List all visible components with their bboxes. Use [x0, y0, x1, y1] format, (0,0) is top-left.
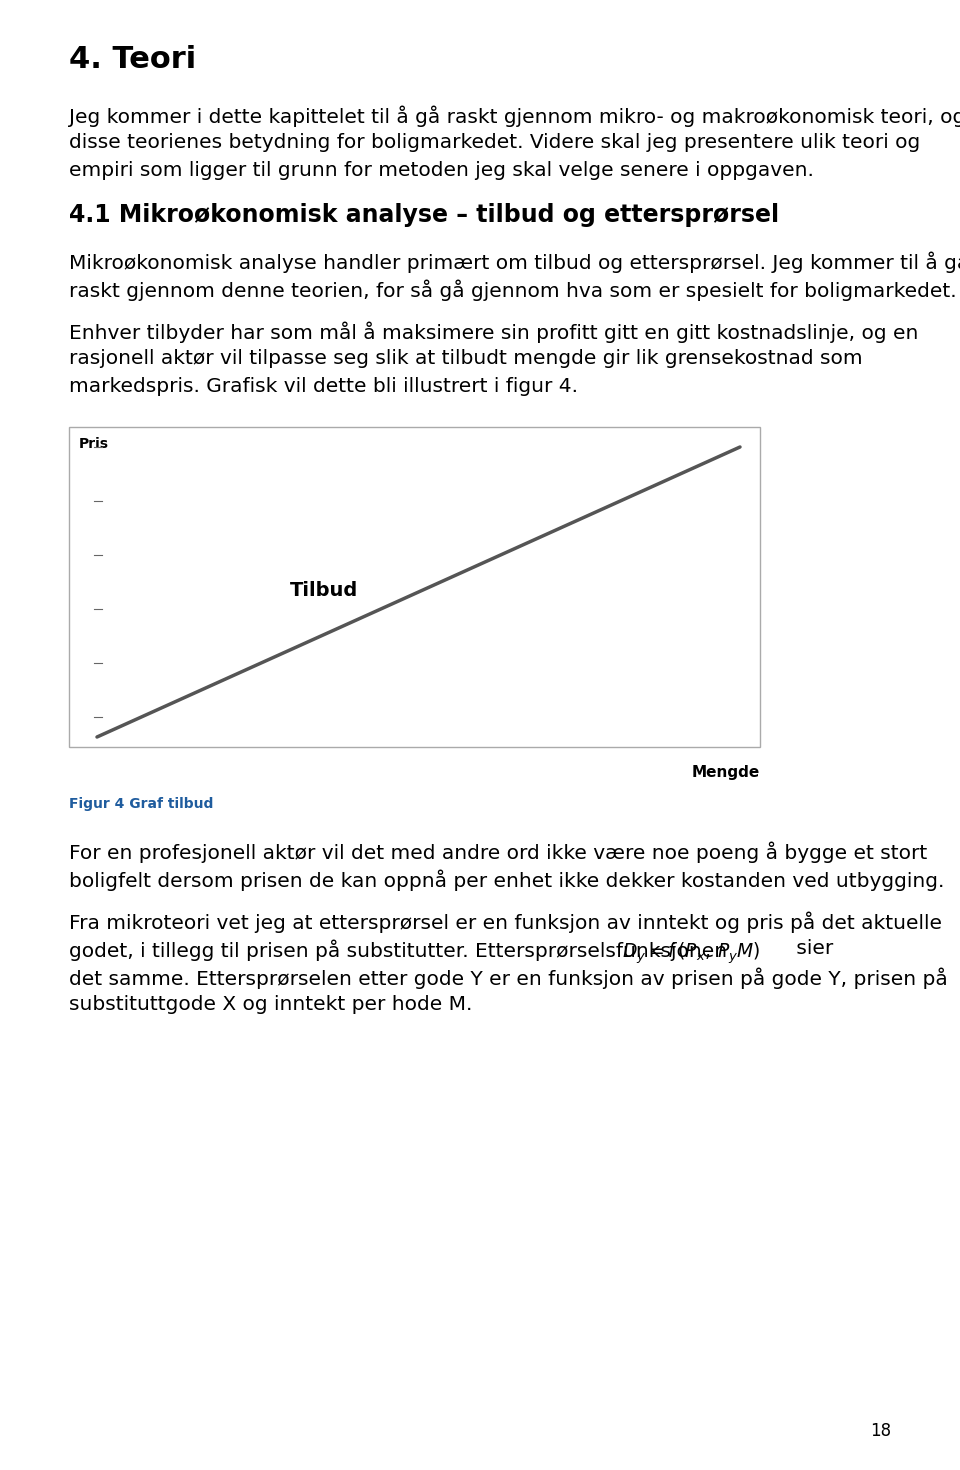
- Text: Pris: Pris: [79, 437, 109, 451]
- Text: Enhver tilbyder har som mål å maksimere sin profitt gitt en gitt kostnadslinje, : Enhver tilbyder har som mål å maksimere …: [69, 320, 919, 343]
- Text: 4. Teori: 4. Teori: [69, 46, 196, 74]
- Text: 4.1 Mikroøkonomisk analyse – tilbud og ettersprørsel: 4.1 Mikroøkonomisk analyse – tilbud og e…: [69, 203, 780, 226]
- Text: substituttgode X og inntekt per hode M.: substituttgode X og inntekt per hode M.: [69, 995, 472, 1014]
- Text: 18: 18: [870, 1421, 891, 1441]
- Text: godet, i tillegg til prisen på substitutter. Ettersprørselsfunksjonen: godet, i tillegg til prisen på substitut…: [69, 939, 733, 960]
- Text: Mengde: Mengde: [692, 764, 760, 781]
- Text: det samme. Ettersprørselen etter gode Y er en funksjon av prisen på gode Y, pris: det samme. Ettersprørselen etter gode Y …: [69, 967, 948, 988]
- Text: $D_y = f\,(P_x,\,P_y M)$: $D_y = f\,(P_x,\,P_y M)$: [622, 941, 760, 966]
- Text: markedspris. Grafisk vil dette bli illustrert i figur 4.: markedspris. Grafisk vil dette bli illus…: [69, 376, 578, 395]
- Text: rasjonell aktør vil tilpasse seg slik at tilbudt mengde gir lik grensekostnad so: rasjonell aktør vil tilpasse seg slik at…: [69, 348, 863, 368]
- Text: empiri som ligger til grunn for metoden jeg skal velge senere i oppgaven.: empiri som ligger til grunn for metoden …: [69, 162, 814, 179]
- Text: Mikroøkonomisk analyse handler primært om tilbud og ettersprørsel. Jeg kommer ti: Mikroøkonomisk analyse handler primært o…: [69, 251, 960, 272]
- Text: boligfelt dersom prisen de kan oppnå per enhet ikke dekker kostanden ved utbyggi: boligfelt dersom prisen de kan oppnå per…: [69, 869, 945, 891]
- Text: disse teorienes betydning for boligmarkedet. Videre skal jeg presentere ulik teo: disse teorienes betydning for boligmarke…: [69, 132, 921, 151]
- Bar: [69, 426, 760, 747]
- Text: Figur 4 Graf tilbud: Figur 4 Graf tilbud: [69, 797, 213, 811]
- Text: Fra mikroteori vet jeg at ettersprørsel er en funksjon av inntekt og pris på det: Fra mikroteori vet jeg at ettersprørsel …: [69, 911, 942, 932]
- Text: Tilbud: Tilbud: [290, 581, 358, 600]
- Text: Jeg kommer i dette kapittelet til å gå raskt gjennom mikro- og makroøkonomisk te: Jeg kommer i dette kapittelet til å gå r…: [69, 104, 960, 126]
- Text: sier: sier: [790, 939, 833, 958]
- Text: For en profesjonell aktør vil det med andre ord ikke være noe poeng å bygge et s: For en profesjonell aktør vil det med an…: [69, 841, 927, 863]
- Text: raskt gjennom denne teorien, for så gå gjennom hva som er spesielt for boligmark: raskt gjennom denne teorien, for så gå g…: [69, 279, 956, 300]
